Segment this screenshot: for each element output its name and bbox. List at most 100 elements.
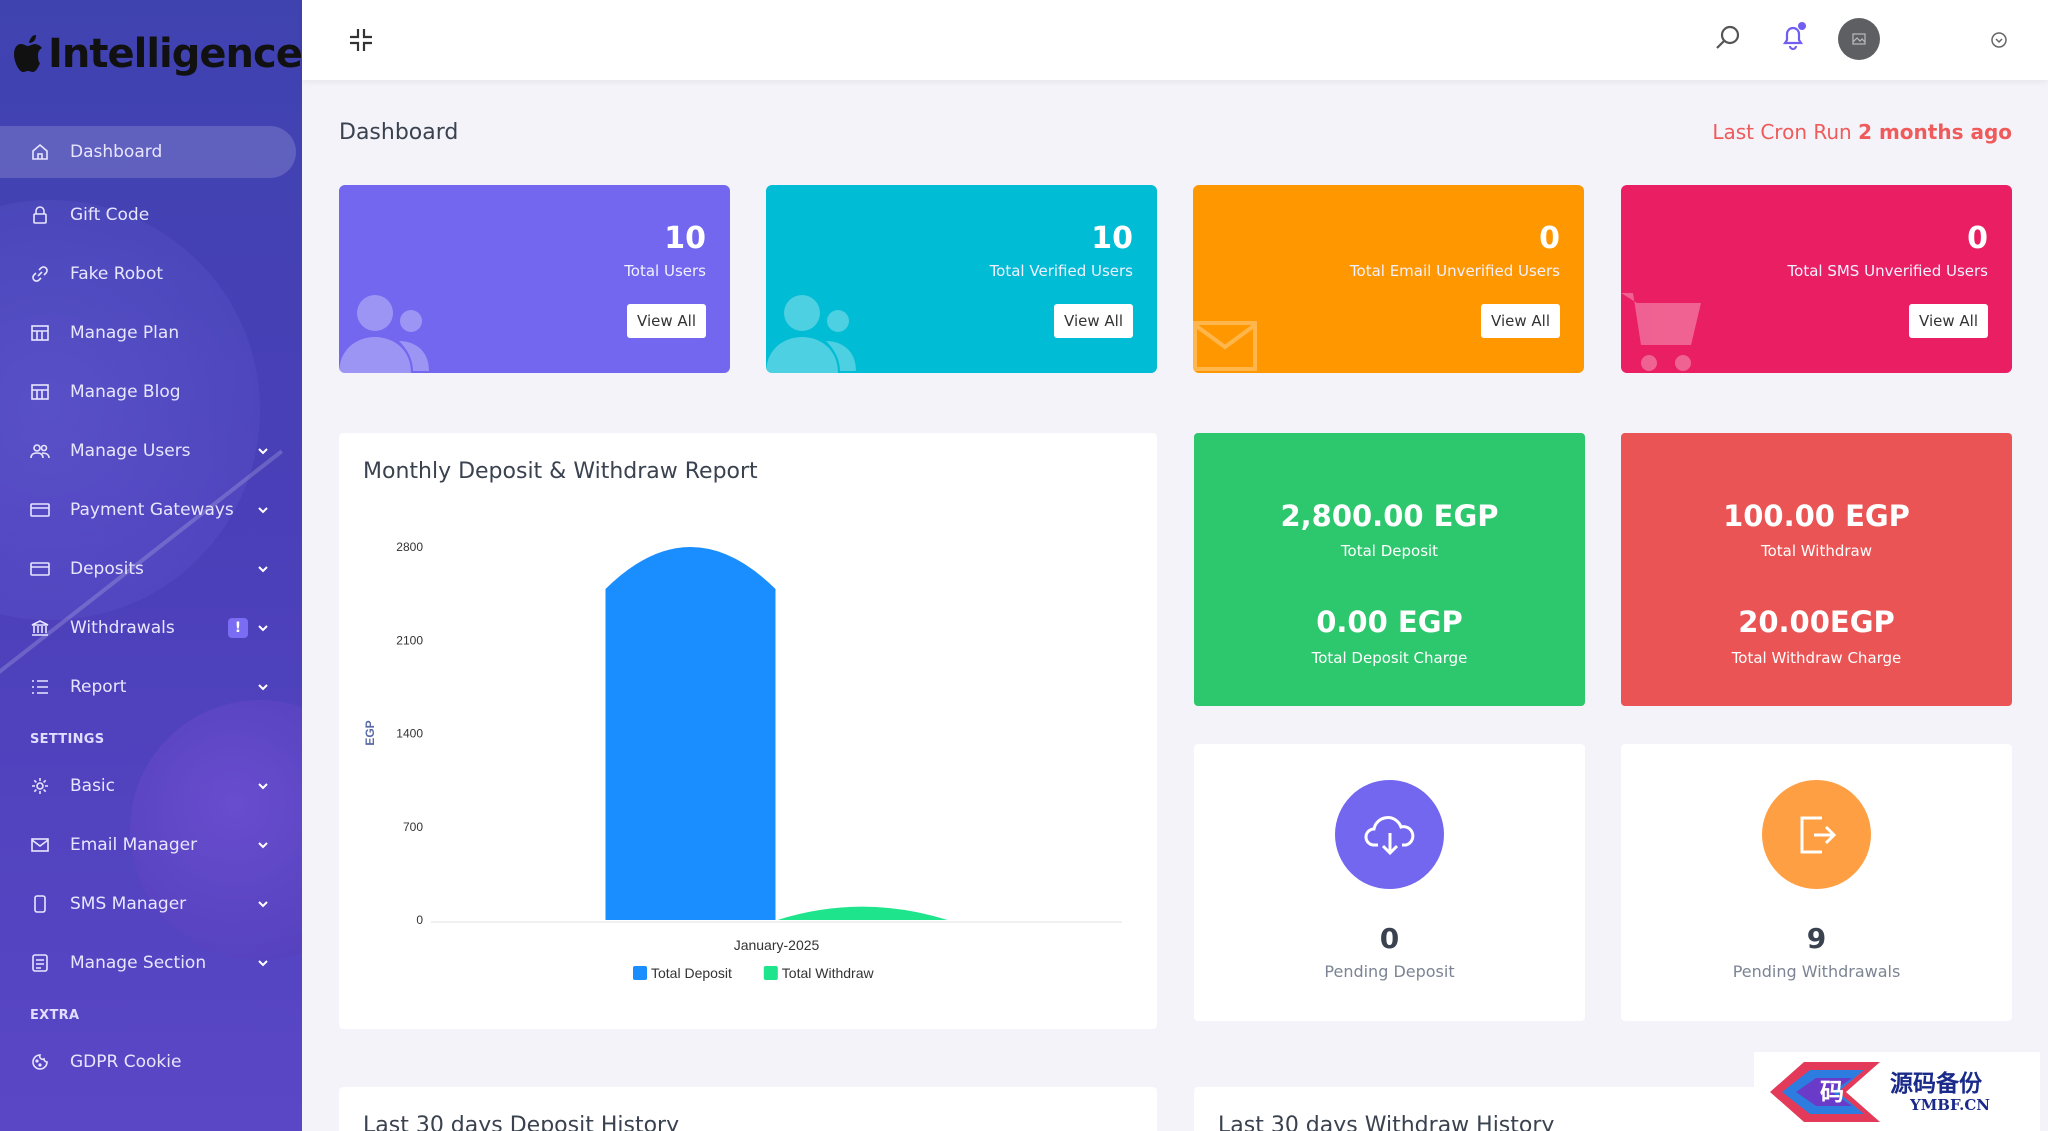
pending-withdrawals-value: 9 (1806, 922, 1827, 955)
deposit-history-card: Last 30 days Deposit History (339, 1087, 1157, 1131)
chevron-down-icon[interactable] (256, 503, 270, 517)
sidebar-item-gift-code[interactable]: Gift Code (0, 185, 302, 244)
brand-logo[interactable]: Intelligence (14, 26, 302, 82)
total-withdraw-value: 100.00 EGP (1723, 499, 1910, 533)
sidebar-item-dashboard[interactable]: Dashboard (0, 126, 296, 178)
svg-text:码: 码 (1820, 1077, 1844, 1106)
pending-withdrawals-label: Pending Withdrawals (1732, 962, 1901, 981)
y-axis-label: EGP (363, 720, 377, 745)
legend-swatch (633, 966, 647, 980)
notification-button[interactable] (1778, 22, 1808, 52)
card-icon (30, 559, 50, 579)
sidebar-item-manage-users[interactable]: Manage Users (0, 421, 302, 480)
list-icon (30, 677, 50, 697)
sidebar-item-payment-gateways[interactable]: Payment Gateways (0, 480, 302, 539)
cron-status: Last Cron Run 2 months ago (1712, 120, 2012, 144)
sidebar-item-label: Manage Blog (70, 381, 181, 402)
pending-deposit-value: 0 (1379, 922, 1400, 955)
sidebar-item-manage-plan[interactable]: Manage Plan (0, 303, 302, 362)
sidebar-item-label: Manage Users (70, 440, 191, 461)
sidebar-item-basic[interactable]: Basic (0, 756, 302, 815)
cart-icon (1621, 293, 1701, 371)
monthly-report-card: Monthly Deposit & Withdraw Report 0 700 14… (339, 433, 1157, 1029)
home-icon (30, 142, 50, 162)
withdraw-history-title: Last 30 days Withdraw History (1218, 1113, 1555, 1131)
topbar (302, 0, 2048, 80)
sidebar-item-label: Report (70, 676, 127, 697)
pending-deposit-card[interactable]: 0 Pending Deposit (1194, 744, 1585, 1021)
collapse-icon[interactable] (348, 27, 374, 53)
view-all-button[interactable]: View All (1909, 304, 1988, 338)
sidebar-section-heading: SETTINGS (30, 732, 105, 747)
gear-icon (30, 776, 50, 796)
sidebar-item-sms-manager[interactable]: SMS Manager (0, 874, 302, 933)
sidebar-item-label: Manage Plan (70, 322, 180, 343)
sidebar-section-heading: EXTRA (30, 1008, 80, 1023)
y-tick-label: 0 (416, 913, 423, 927)
phone-icon (30, 894, 50, 914)
sidebar-item-label: Deposits (70, 558, 144, 579)
stat-card-total-sms-unverified-users: 0 Total SMS Unverified Users View All (1621, 185, 2012, 373)
total-withdraw-label: Total Withdraw (1760, 542, 1872, 560)
cookie-icon (30, 1052, 50, 1072)
deposit-history-title: Last 30 days Deposit History (363, 1113, 680, 1131)
search-icon[interactable] (1714, 24, 1742, 52)
bar-total-deposit (605, 547, 776, 920)
sidebar-item-email-manager[interactable]: Email Manager (0, 815, 302, 874)
pending-deposit-label: Pending Deposit (1324, 962, 1455, 981)
lock-icon (30, 205, 50, 225)
sidebar-item-gdpr-cookie[interactable]: GDPR Cookie (0, 1032, 302, 1091)
chevron-down-icon[interactable] (256, 779, 270, 793)
stat-label: Total Email Unverified Users (1349, 262, 1560, 280)
cron-prefix: Last Cron Run (1712, 120, 1859, 144)
stat-value: 10 (664, 221, 706, 256)
sidebar-item-withdrawals[interactable]: Withdrawals ! (0, 598, 302, 657)
grid-icon (30, 323, 50, 343)
chevron-down-icon[interactable] (256, 956, 270, 970)
y-tick-label: 1400 (396, 727, 423, 741)
stat-label: Total SMS Unverified Users (1787, 262, 1988, 280)
sidebar-item-label: Manage Section (70, 952, 207, 973)
grid-icon (30, 382, 50, 402)
sidebar-item-report[interactable]: Report (0, 657, 302, 716)
chevron-down-icon[interactable] (256, 621, 270, 635)
view-all-button[interactable]: View All (1054, 304, 1133, 338)
sidebar-item-label: Basic (70, 775, 116, 796)
pending-withdrawals-card[interactable]: 9 Pending Withdrawals (1621, 744, 2012, 1021)
avatar[interactable] (1838, 18, 1880, 60)
y-tick-label: 2800 (396, 540, 423, 554)
total-deposit-value: 2,800.00 EGP (1280, 499, 1499, 533)
users-icon (339, 295, 429, 373)
sidebar-item-manage-section[interactable]: Manage Section (0, 933, 302, 992)
watermark-url: YMBF.CN (1910, 1096, 1991, 1114)
sidebar: Intelligence Dashboard Gift Code Fake Ro… (0, 0, 302, 1131)
users-icon (30, 441, 50, 461)
users-icon (766, 295, 856, 373)
sidebar-item-fake-robot[interactable]: Fake Robot (0, 244, 302, 303)
sidebar-item-deposits[interactable]: Deposits (0, 539, 302, 598)
chevron-down-circle-icon[interactable] (1990, 31, 2008, 49)
legend-swatch (763, 966, 778, 980)
view-all-button[interactable]: View All (627, 304, 706, 338)
watermark-text: 源码备份 (1890, 1071, 1982, 1097)
view-all-button[interactable]: View All (1481, 304, 1560, 338)
chevron-down-icon[interactable] (256, 562, 270, 576)
total-withdraw-card: 100.00 EGP Total Withdraw 20.00EGP Total… (1621, 433, 2012, 706)
sidebar-item-label: Fake Robot (70, 263, 164, 284)
chart-title: Monthly Deposit & Withdraw Report (363, 459, 758, 484)
withdraw-charge-value: 20.00EGP (1738, 605, 1895, 639)
bank-icon (30, 618, 50, 638)
chevron-down-icon[interactable] (256, 444, 270, 458)
envelope-icon (1193, 321, 1257, 371)
chevron-down-icon[interactable] (256, 897, 270, 911)
cloud-download-icon (1364, 815, 1414, 855)
stat-label: Total Users (624, 262, 706, 280)
sidebar-item-label: Gift Code (70, 204, 150, 225)
chevron-down-icon[interactable] (256, 838, 270, 852)
sidebar-item-manage-blog[interactable]: Manage Blog (0, 362, 302, 421)
legend-label: Total Withdraw (782, 965, 875, 981)
cron-value: 2 months ago (1858, 120, 2012, 144)
chevron-down-icon[interactable] (256, 680, 270, 694)
sidebar-nav: Dashboard Gift Code Fake Robot Manage Pl… (0, 126, 302, 1091)
sidebar-item-label: SMS Manager (70, 893, 187, 914)
